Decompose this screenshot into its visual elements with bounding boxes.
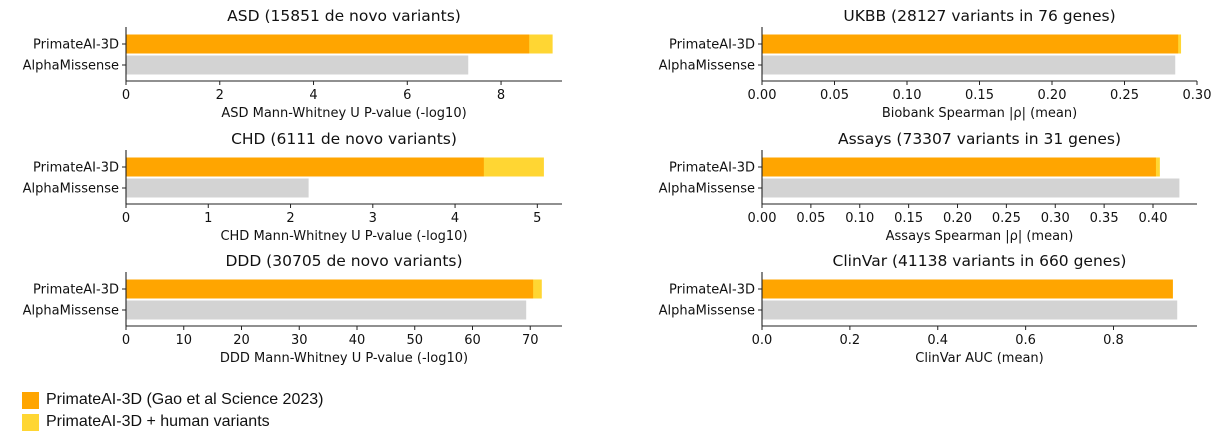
x-tick-label: 0.35 xyxy=(1090,211,1119,226)
x-tick-label: 50 xyxy=(406,333,423,348)
x-tick-label: 0 xyxy=(122,333,130,348)
category-label: AlphaMissense xyxy=(23,182,119,197)
x-tick-label: 40 xyxy=(349,333,366,348)
x-tick-label: 70 xyxy=(522,333,539,348)
chart-title: CHD (6111 de novo variants) xyxy=(231,130,457,148)
x-tick-label: 0.05 xyxy=(796,211,825,226)
x-tick-label: 6 xyxy=(403,88,411,103)
x-tick-label: 2 xyxy=(216,88,224,103)
x-axis-label: Assays Spearman |ρ| (mean) xyxy=(886,229,1074,244)
x-tick-label: 4 xyxy=(309,88,317,103)
legend-item: PrimateAI-3D (Gao et al Science 2023) xyxy=(22,389,323,411)
x-tick-label: 0.0 xyxy=(752,333,773,348)
chart-title: DDD (30705 de novo variants) xyxy=(225,252,462,270)
x-tick-label: 3 xyxy=(369,211,377,226)
x-tick-label: 0 xyxy=(122,211,130,226)
x-tick-label: 0.25 xyxy=(992,211,1021,226)
x-tick-label: 0.20 xyxy=(943,211,972,226)
x-tick-label: 0.10 xyxy=(893,88,922,103)
legend-label: PrimateAI-3D + human variants xyxy=(46,413,270,430)
x-axis-label: DDD Mann-Whitney U P-value (-log10) xyxy=(220,351,468,366)
category-label: AlphaMissense xyxy=(23,304,119,319)
legend: PrimateAI-3D (Gao et al Science 2023) Pr… xyxy=(22,389,323,433)
x-tick-label: 10 xyxy=(175,333,192,348)
category-label: AlphaMissense xyxy=(659,59,755,74)
x-axis-label: ClinVar AUC (mean) xyxy=(915,351,1044,366)
x-tick-label: 0.20 xyxy=(1038,88,1067,103)
category-label: AlphaMissense xyxy=(659,304,755,319)
x-tick-label: 0.8 xyxy=(1103,333,1124,348)
category-label: PrimateAI-3D xyxy=(669,38,755,53)
legend-swatch-human xyxy=(22,413,39,431)
x-tick-label: 0.05 xyxy=(820,88,849,103)
legend-item: PrimateAI-3D + human variants xyxy=(22,411,323,433)
x-tick-label: 8 xyxy=(497,88,505,103)
x-tick-label: 0.00 xyxy=(748,211,777,226)
chart-title: ASD (15851 de novo variants) xyxy=(227,7,461,25)
x-tick-label: 20 xyxy=(233,333,250,348)
bar-alphamissense xyxy=(762,178,1180,198)
bar-alphamissense xyxy=(126,178,309,198)
x-tick-label: 0.15 xyxy=(894,211,923,226)
x-tick-label: 0.2 xyxy=(840,333,861,348)
category-label: PrimateAI-3D xyxy=(33,161,119,176)
chart-title: UKBB (28127 variants in 76 genes) xyxy=(843,7,1115,25)
category-label: AlphaMissense xyxy=(23,59,119,74)
x-tick-label: 0.40 xyxy=(1139,211,1168,226)
bar-primateai xyxy=(762,157,1156,177)
x-tick-label: 0.25 xyxy=(1110,88,1139,103)
x-tick-label: 0.15 xyxy=(965,88,994,103)
x-tick-label: 0.30 xyxy=(1041,211,1070,226)
bar-alphamissense xyxy=(126,55,469,75)
x-tick-label: 0.30 xyxy=(1183,88,1212,103)
x-tick-label: 0 xyxy=(122,88,130,103)
x-axis-label: Biobank Spearman |ρ| (mean) xyxy=(882,106,1077,121)
x-tick-label: 0.10 xyxy=(845,211,874,226)
bar-primateai xyxy=(126,279,534,299)
x-axis-label: ASD Mann-Whitney U P-value (-log10) xyxy=(221,106,466,121)
x-tick-label: 2 xyxy=(286,211,294,226)
chart-title: ClinVar (41138 variants in 660 genes) xyxy=(833,252,1127,270)
x-tick-label: 60 xyxy=(464,333,481,348)
x-tick-label: 1 xyxy=(204,211,212,226)
bar-primateai xyxy=(126,157,484,177)
x-tick-label: 0.00 xyxy=(748,88,777,103)
x-tick-label: 4 xyxy=(451,211,459,226)
x-axis-label: CHD Mann-Whitney U P-value (-log10) xyxy=(220,229,467,244)
bar-alphamissense xyxy=(762,55,1176,75)
category-label: PrimateAI-3D xyxy=(669,283,755,298)
chart-title: Assays (73307 variants in 31 genes) xyxy=(838,130,1121,148)
category-label: PrimateAI-3D xyxy=(33,283,119,298)
x-tick-label: 30 xyxy=(291,333,308,348)
x-tick-label: 0.6 xyxy=(1015,333,1036,348)
category-label: AlphaMissense xyxy=(659,182,755,197)
bar-primateai xyxy=(126,34,530,54)
legend-label: PrimateAI-3D (Gao et al Science 2023) xyxy=(46,391,324,408)
category-label: PrimateAI-3D xyxy=(669,161,755,176)
bar-alphamissense xyxy=(762,300,1178,320)
legend-swatch-base xyxy=(22,391,39,409)
category-label: PrimateAI-3D xyxy=(33,38,119,53)
bar-primateai xyxy=(762,279,1173,299)
bar-primateai xyxy=(762,34,1179,54)
bar-alphamissense xyxy=(126,300,527,320)
x-tick-label: 0.4 xyxy=(927,333,948,348)
x-tick-label: 5 xyxy=(533,211,541,226)
